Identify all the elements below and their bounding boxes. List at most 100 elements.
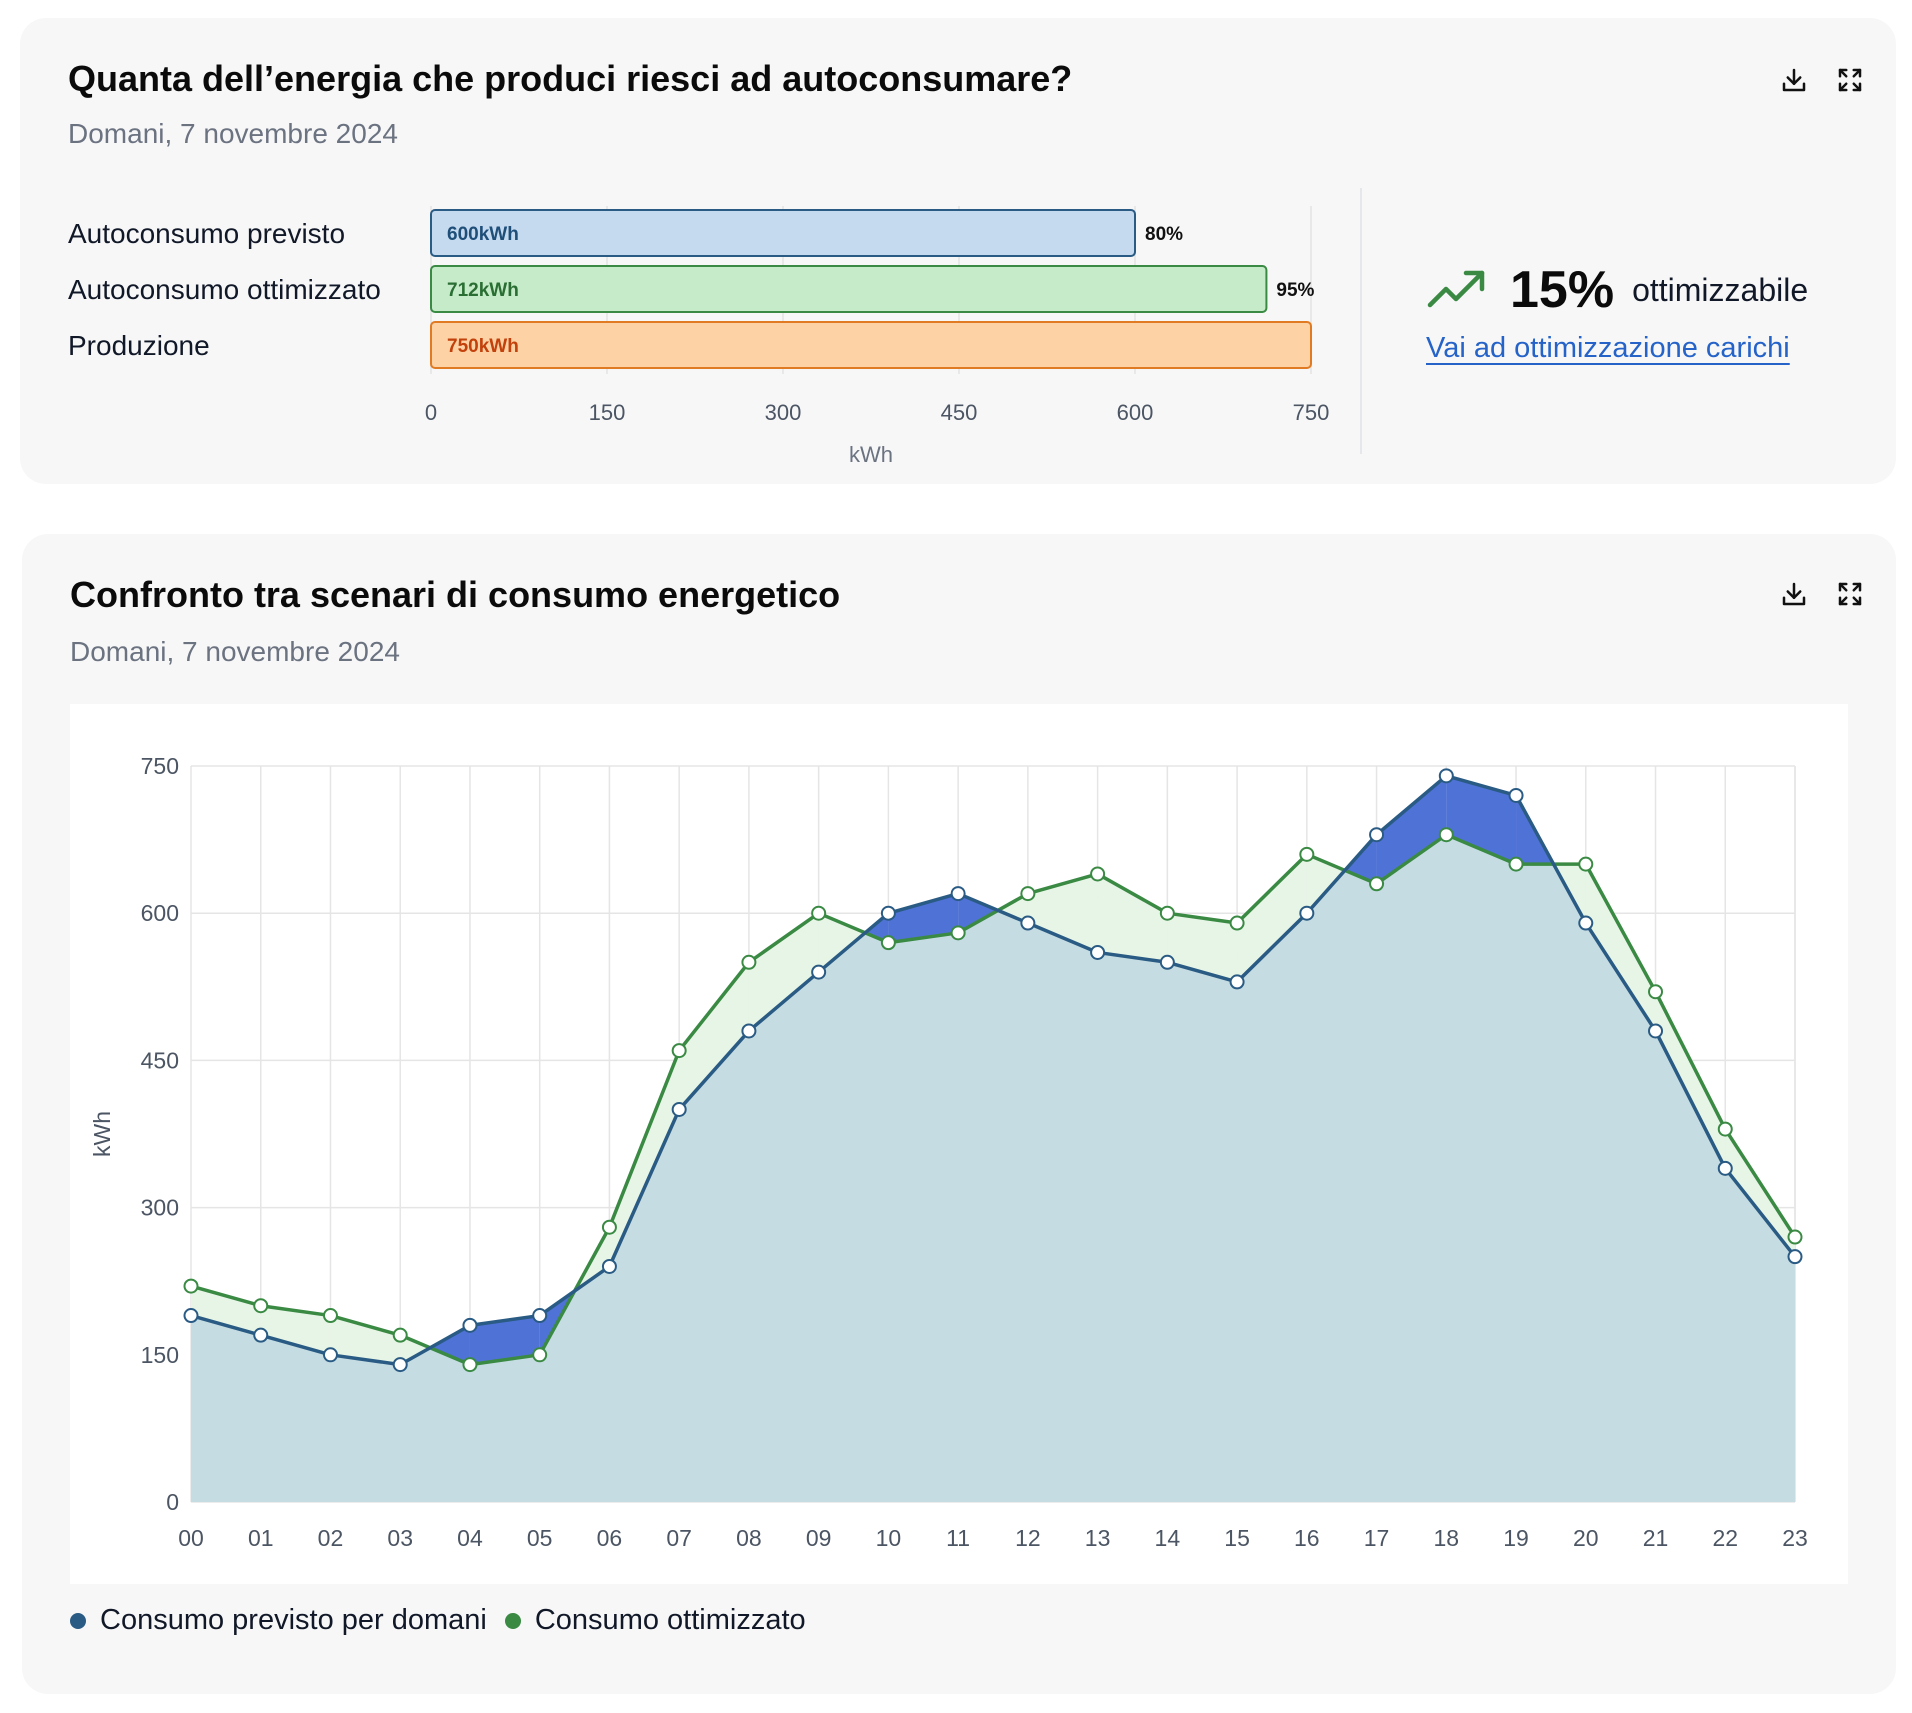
point-previsto[interactable]	[671, 1101, 687, 1117]
legend-item-ottimizzato[interactable]: Consumo ottimizzato	[504, 1604, 806, 1637]
point-previsto[interactable]	[1438, 768, 1454, 784]
point-ottimizzato[interactable]	[1090, 866, 1106, 882]
point-previsto[interactable]	[1648, 1023, 1664, 1039]
x-tick-label: 750	[1293, 400, 1330, 425]
legend-label: Consumo previsto per domani	[100, 1604, 487, 1636]
x-tick-label: 19	[1503, 1525, 1529, 1551]
point-ottimizzato[interactable]	[811, 905, 827, 921]
point-ottimizzato[interactable]	[671, 1043, 687, 1059]
point-previsto[interactable]	[1020, 915, 1036, 931]
point-ottimizzato[interactable]	[1648, 984, 1664, 1000]
point-ottimizzato[interactable]	[1229, 915, 1245, 931]
expand-button[interactable]	[1830, 60, 1870, 100]
bar-category-label: Autoconsumo ottimizzato	[68, 274, 381, 305]
point-previsto[interactable]	[1090, 944, 1106, 960]
point-previsto[interactable]	[322, 1347, 338, 1363]
bar-category-label: Autoconsumo previsto	[68, 218, 345, 249]
point-ottimizzato[interactable]	[1717, 1121, 1733, 1137]
point-previsto[interactable]	[601, 1258, 617, 1274]
point-ottimizzato[interactable]	[601, 1219, 617, 1235]
bar-value-label: 712kWh	[447, 280, 519, 301]
point-previsto[interactable]	[1159, 954, 1175, 970]
point-ottimizzato[interactable]	[253, 1298, 269, 1314]
bar-value-label: 600kWh	[447, 224, 519, 245]
point-ottimizzato[interactable]	[322, 1308, 338, 1324]
point-ottimizzato[interactable]	[1159, 905, 1175, 921]
point-previsto[interactable]	[1787, 1249, 1803, 1265]
point-previsto[interactable]	[253, 1327, 269, 1343]
point-previsto[interactable]	[462, 1317, 478, 1333]
x-tick-label: 05	[527, 1525, 553, 1551]
x-tick-label: 07	[666, 1525, 692, 1551]
point-ottimizzato[interactable]	[1578, 856, 1594, 872]
optimized-surplus-area	[330, 1315, 401, 1365]
point-ottimizzato[interactable]	[392, 1327, 408, 1343]
expand-button[interactable]	[1830, 574, 1870, 614]
point-previsto[interactable]	[1369, 827, 1385, 843]
point-previsto[interactable]	[1717, 1160, 1733, 1176]
y-axis-label: kWh	[89, 1111, 115, 1157]
optimized-surplus-area	[1027, 873, 1098, 953]
y-tick-label: 300	[141, 1195, 179, 1221]
optimized-surplus-area	[997, 893, 1028, 924]
bar-percent-label: 95%	[1276, 280, 1314, 301]
optimization-link[interactable]: Vai ad ottimizzazione carichi	[1426, 332, 1790, 364]
x-tick-label: 09	[806, 1525, 832, 1551]
point-previsto[interactable]	[950, 886, 966, 902]
download-button[interactable]	[1774, 574, 1814, 614]
self-consumption-bar-chart: 0 150 300 450 600 750 Autoconsumo previsto 600k…	[68, 206, 1330, 467]
legend-item-previsto[interactable]: Consumo previsto per domani	[70, 1604, 487, 1637]
point-previsto[interactable]	[183, 1308, 199, 1324]
point-ottimizzato[interactable]	[532, 1347, 548, 1363]
x-tick-label: 01	[248, 1525, 274, 1551]
point-ottimizzato[interactable]	[1508, 856, 1524, 872]
point-ottimizzato[interactable]	[950, 925, 966, 941]
trending-up-icon	[1427, 270, 1485, 308]
optimized-surplus-area	[609, 1050, 680, 1267]
optimized-surplus-area	[260, 1305, 331, 1355]
x-tick-label: 21	[1643, 1525, 1669, 1551]
x-tick-label: 17	[1364, 1525, 1390, 1551]
card-title: Quanta dell’energia che produci riesci a…	[68, 58, 1073, 99]
point-ottimizzato[interactable]	[183, 1278, 199, 1294]
point-previsto[interactable]	[811, 964, 827, 980]
x-tick-label: 18	[1434, 1525, 1460, 1551]
point-ottimizzato[interactable]	[880, 935, 896, 951]
x-tick-label: 04	[457, 1525, 483, 1551]
download-button[interactable]	[1774, 60, 1814, 100]
point-previsto[interactable]	[1508, 787, 1524, 803]
legend-label: Consumo ottimizzato	[534, 1604, 806, 1636]
point-previsto[interactable]	[880, 905, 896, 921]
point-ottimizzato[interactable]	[1020, 886, 1036, 902]
point-previsto[interactable]	[392, 1357, 408, 1373]
x-axis-label: kWh	[849, 442, 893, 467]
bar	[430, 209, 1136, 257]
x-tick-label: 14	[1155, 1525, 1181, 1551]
point-ottimizzato[interactable]	[1438, 827, 1454, 843]
forecast-surplus-area	[865, 913, 889, 943]
point-ottimizzato[interactable]	[1787, 1229, 1803, 1245]
point-ottimizzato[interactable]	[741, 954, 757, 970]
divider	[1360, 188, 1362, 454]
optimized-surplus-area	[1097, 873, 1168, 963]
card-title: Confronto tra scenari di consumo energet…	[70, 574, 841, 615]
bar-category-label: Produzione	[68, 330, 210, 361]
expand-icon	[1838, 68, 1862, 92]
point-previsto[interactable]	[532, 1308, 548, 1324]
point-ottimizzato[interactable]	[462, 1357, 478, 1373]
optimized-surplus-area	[679, 962, 749, 1110]
y-tick-label: 600	[141, 900, 179, 926]
point-ottimizzato[interactable]	[1369, 876, 1385, 892]
y-tick-label: 150	[141, 1342, 179, 1368]
point-previsto[interactable]	[1299, 905, 1315, 921]
kpi-label: ottimizzabile	[1632, 271, 1809, 308]
forecast-surplus-area	[888, 893, 959, 943]
point-previsto[interactable]	[1578, 915, 1594, 931]
point-ottimizzato[interactable]	[1299, 846, 1315, 862]
x-tick-label: 22	[1712, 1525, 1738, 1551]
forecast-surplus-area	[1344, 834, 1377, 884]
point-previsto[interactable]	[1229, 974, 1245, 990]
point-previsto[interactable]	[741, 1023, 757, 1039]
x-tick-label: 08	[736, 1525, 762, 1551]
optimized-surplus-area	[1167, 913, 1238, 982]
